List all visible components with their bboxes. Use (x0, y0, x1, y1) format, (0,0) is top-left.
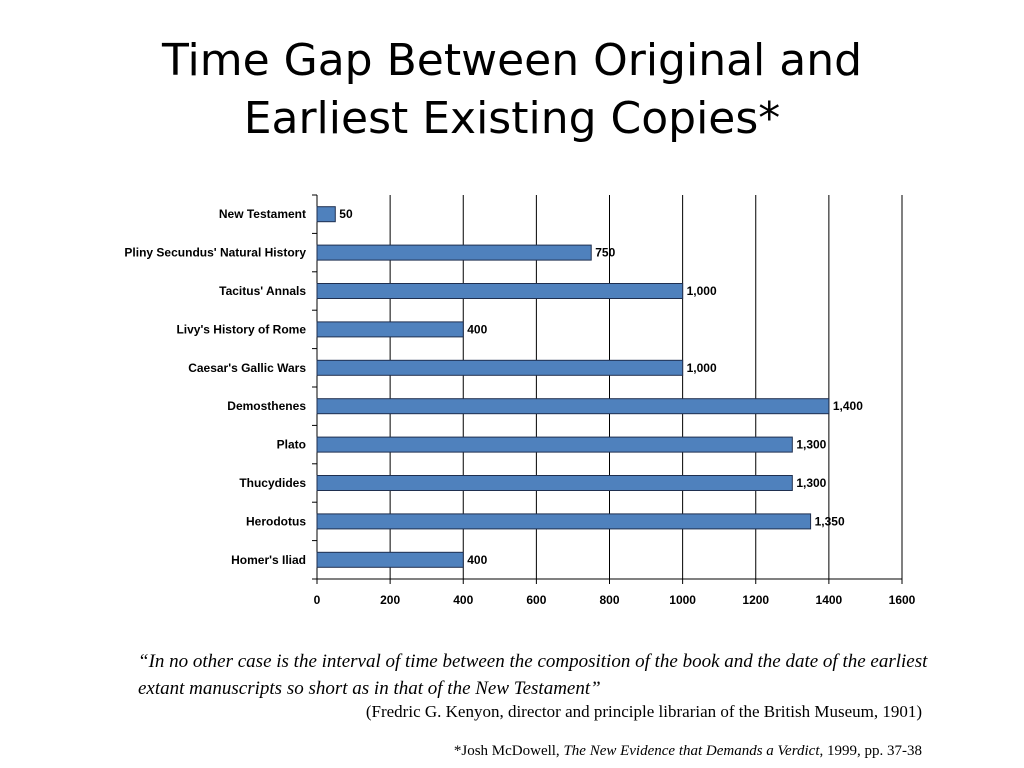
title-line-2: Earliest Existing Copies* (243, 93, 781, 144)
category-label: Thucydides (239, 476, 306, 490)
footnote-book-title: The New Evidence that Demands a Verdict (563, 743, 820, 759)
x-tick-label: 1400 (816, 593, 843, 607)
x-tick-label: 400 (453, 593, 473, 607)
data-label: 50 (339, 207, 353, 221)
bar (316, 359, 684, 376)
x-tick-label: 1000 (669, 593, 696, 607)
bar (316, 283, 684, 299)
x-tick-label: 800 (599, 593, 619, 607)
bar (316, 398, 830, 415)
data-label: 1,000 (687, 361, 717, 375)
category-label: Plato (277, 438, 306, 452)
x-tick-label: 0 (314, 593, 321, 607)
bar (316, 513, 812, 530)
title-line-1: Time Gap Between Original and (161, 35, 863, 86)
x-tick-label: 200 (380, 593, 400, 607)
data-label: 1,000 (687, 284, 717, 298)
x-tick-label: 600 (526, 593, 546, 607)
source-footnote: *Josh McDowell, The New Evidence that De… (454, 743, 922, 760)
category-label: Homer's Iliad (231, 553, 306, 567)
category-label: Herodotus (246, 514, 306, 528)
category-label: Demosthenes (227, 399, 306, 413)
data-label: 1,300 (796, 476, 826, 490)
x-tick-label: 1200 (742, 593, 769, 607)
data-label: 400 (467, 553, 487, 567)
bar (316, 436, 793, 453)
x-tick-label: 1600 (889, 593, 916, 607)
data-label: 750 (595, 246, 615, 260)
bar (316, 206, 336, 223)
slide-title: Time Gap Between Original and Earliest E… (0, 32, 1024, 148)
data-label: 400 (467, 322, 487, 336)
data-label: 1,400 (833, 399, 863, 413)
category-label: Livy's History of Rome (176, 322, 306, 336)
category-label: Pliny Secundus' Natural History (124, 246, 306, 260)
footnote-prefix: *Josh McDowell, (453, 743, 564, 759)
category-label: Tacitus' Annals (219, 284, 306, 298)
bar-chart: 0 200 400 600 800 1000 1200 1400 1600 New Testame… (124, 194, 916, 607)
quote-attribution: (Fredric G. Kenyon, director and princip… (365, 702, 922, 721)
data-label: 1,300 (796, 438, 826, 452)
category-label: Caesar's Gallic Wars (188, 361, 306, 375)
bar (316, 244, 592, 261)
bar (316, 321, 464, 338)
footnote-suffix: , 1999, pp. 37-38 (819, 743, 923, 759)
bar (316, 551, 464, 568)
data-label: 1,350 (815, 514, 845, 528)
bar (316, 475, 793, 491)
kenyon-quote: “In no other case is the interval of tim… (138, 651, 928, 699)
category-label: New Testament (219, 207, 306, 221)
